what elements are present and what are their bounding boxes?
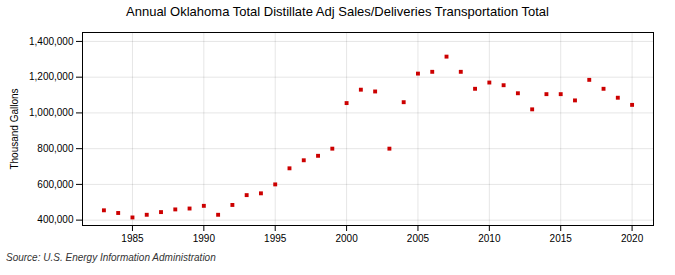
svg-text:Thousand Gallons: Thousand Gallons <box>9 88 20 169</box>
svg-text:2005: 2005 <box>407 233 430 244</box>
svg-text:1,000,000: 1,000,000 <box>29 107 74 118</box>
svg-text:2020: 2020 <box>621 233 644 244</box>
html-text:Source: U.S. Energy Informatio: Source: U.S. Energy Information Administ… <box>6 252 216 263</box>
html-text:Annual Oklahoma Total Distilla: Annual Oklahoma Total Distillate Adj Sal… <box>126 4 549 19</box>
svg-text:800,000: 800,000 <box>37 143 74 154</box>
svg-text:600,000: 600,000 <box>37 179 74 190</box>
svg-text:1,400,000: 1,400,000 <box>29 36 74 47</box>
svg-text:2000: 2000 <box>335 233 358 244</box>
svg-text:2010: 2010 <box>478 233 501 244</box>
svg-text:1990: 1990 <box>193 233 216 244</box>
svg-text:2015: 2015 <box>550 233 573 244</box>
svg-text:1985: 1985 <box>121 233 144 244</box>
svg-text:400,000: 400,000 <box>37 214 74 225</box>
svg-text:1,200,000: 1,200,000 <box>29 71 74 82</box>
svg-text:1995: 1995 <box>264 233 287 244</box>
